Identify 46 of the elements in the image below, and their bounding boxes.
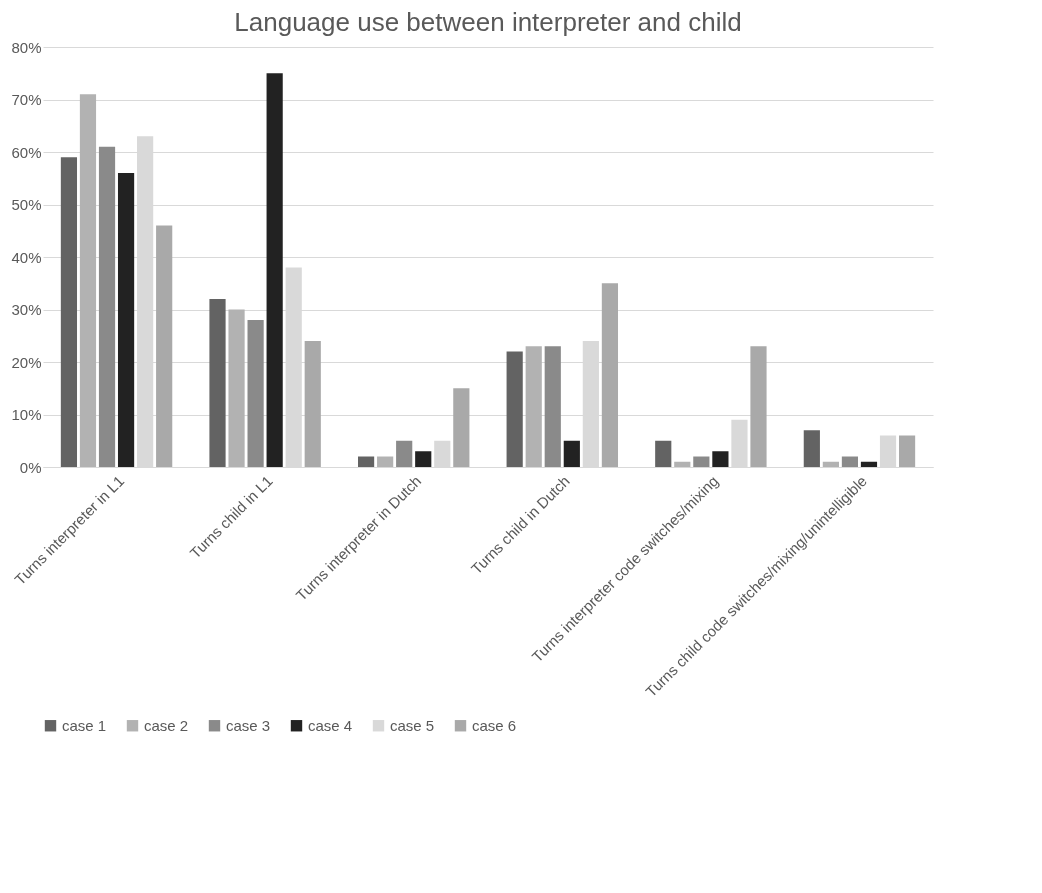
bar <box>79 94 97 467</box>
legend-label: case 3 <box>226 716 271 734</box>
legend-label: case 1 <box>62 716 107 734</box>
bar <box>525 346 542 467</box>
bar <box>377 456 394 467</box>
bar <box>209 299 226 467</box>
y-tick-label: 40% <box>11 248 42 266</box>
bar <box>228 309 245 467</box>
bar <box>750 346 767 467</box>
bar <box>415 451 432 467</box>
legend-label: case 5 <box>390 716 435 734</box>
bar <box>841 456 859 467</box>
bar <box>453 388 470 467</box>
bar <box>247 320 264 467</box>
y-tick-label: 0% <box>19 458 42 476</box>
bar <box>860 461 878 467</box>
bar <box>822 461 839 467</box>
bar <box>266 73 283 467</box>
bar <box>60 157 78 467</box>
bar <box>506 351 523 467</box>
chart-title: Language use between interpreter and child <box>234 7 742 37</box>
y-tick-label: 80% <box>11 38 42 56</box>
bar <box>693 456 710 467</box>
bar <box>98 146 116 467</box>
bar <box>712 451 729 467</box>
bar <box>156 225 173 467</box>
bar <box>803 430 820 467</box>
y-tick-label: 30% <box>11 301 42 318</box>
bar <box>655 440 672 467</box>
bar <box>601 283 619 467</box>
legend-label: case 4 <box>308 716 353 734</box>
y-tick-label: 20% <box>11 353 42 371</box>
y-tick-label: 10% <box>11 406 42 423</box>
y-tick-label: 60% <box>11 143 42 161</box>
bar <box>563 440 580 467</box>
bar <box>304 341 321 467</box>
legend-label: case 2 <box>144 716 189 734</box>
legend-label: case 6 <box>472 716 517 734</box>
bar <box>117 173 135 467</box>
bar <box>396 440 413 467</box>
bar <box>357 456 375 467</box>
bar <box>674 461 691 467</box>
y-tick-label: 50% <box>11 196 42 213</box>
bar <box>544 346 561 467</box>
y-tick-label: 70% <box>11 91 42 108</box>
bar <box>898 435 916 467</box>
